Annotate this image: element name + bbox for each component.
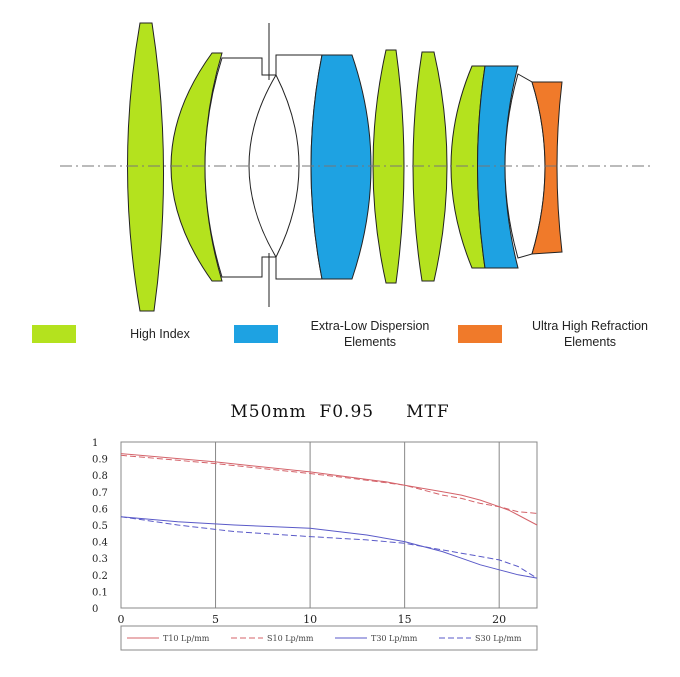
lens-element-1 [127, 22, 164, 312]
high-index-swatch [32, 325, 76, 343]
series-line-3 [120, 516, 538, 579]
x-tick-label: 5 [212, 613, 219, 626]
y-tick-label: 0.5 [92, 521, 108, 532]
lens-diagram: High Index Extra-Low Dispersion Elements… [32, 22, 680, 350]
x-tick-label: 20 [492, 613, 506, 626]
ed-swatch [234, 325, 278, 343]
series-line-2 [120, 454, 538, 514]
uhr-label-line1: Ultra High Refraction [531, 319, 648, 333]
lens-element-5 [310, 54, 372, 280]
y-tick-label: 0.1 [92, 587, 108, 598]
uhr-label-line2: Elements [563, 335, 617, 349]
y-tick-label: 0.9 [92, 455, 108, 466]
legend-label-2: S10 Lp/mm [267, 634, 314, 643]
y-tick-label: 0.4 [92, 538, 108, 549]
y-tick-label: 0.3 [92, 554, 108, 565]
legend-label-3: T30 Lp/mm [371, 634, 418, 643]
series-line-4 [120, 516, 538, 579]
plot-frame [120, 441, 538, 609]
lens-element-11 [531, 81, 563, 255]
ed-label-line1: Extra-Low Dispersion [310, 319, 430, 333]
mtf-chart: 0 5 10 15 20 1 0.9 0.8 0.7 0.6 0.5 0.4 0.3 0.2 0.1 0 T10… [92, 438, 538, 651]
uhr-label: Ultra High Refraction Elements [500, 318, 680, 350]
lens-element-6 [372, 49, 405, 284]
y-tick-label: 0.6 [92, 504, 108, 515]
x-tick-label: 10 [303, 613, 317, 626]
y-tick-label: 0 [92, 604, 98, 615]
ed-label-line2: Elements [343, 335, 397, 349]
y-tick-label: 0.7 [92, 488, 108, 499]
ed-label: Extra-Low Dispersion Elements [290, 318, 450, 350]
legend-label-4: S30 Lp/mm [475, 634, 522, 643]
y-tick-label: 1 [92, 438, 98, 449]
lens-element-3 [204, 57, 277, 278]
series-line-1 [120, 453, 538, 526]
high-index-label: High Index [130, 327, 190, 341]
lens-diagram-svg [60, 22, 652, 312]
legend-label-1: T10 Lp/mm [163, 634, 210, 643]
uhr-swatch [458, 325, 502, 343]
y-tick-label: 0.2 [92, 571, 108, 582]
chart-title: M50mm F0.95 MTF [230, 402, 450, 422]
x-tick-label: 0 [118, 613, 125, 626]
y-tick-label: 0.8 [92, 471, 108, 482]
x-tick-label: 15 [398, 613, 412, 626]
